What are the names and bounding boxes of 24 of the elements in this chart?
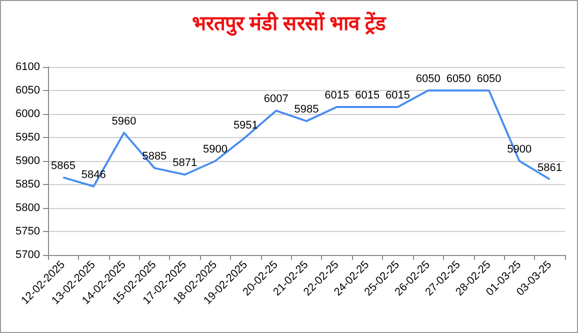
data-label: 6007 [264,93,288,106]
y-tick-label: 5700 [16,249,40,261]
chart-title: भरतपुर मंडी सरसों भाव ट्रेंड [192,11,388,36]
data-label: 6050 [476,73,502,85]
y-tick-label: 5750 [16,226,40,238]
y-tick-label: 5900 [16,155,40,167]
y-tick-label: 5800 [16,202,40,214]
y-tick-label: 5950 [16,132,40,144]
data-label: 5861 [538,162,562,174]
y-tick-label: 5850 [16,178,40,190]
data-label: 5900 [203,144,228,156]
data-label: 6015 [385,89,410,102]
data-label: 6050 [446,73,471,85]
data-label: 6015 [324,89,350,102]
y-tick-label: 6100 [16,61,40,73]
data-label: 6050 [416,73,440,85]
y-tick-label: 6050 [16,84,40,96]
data-label: 5951 [233,120,258,132]
data-label: 5871 [172,157,198,170]
data-label: 5865 [50,160,76,172]
data-label: 5960 [112,115,136,128]
y-tick-label: 6000 [16,108,40,120]
data-label: 5985 [294,104,319,116]
data-label: 6015 [355,89,380,102]
